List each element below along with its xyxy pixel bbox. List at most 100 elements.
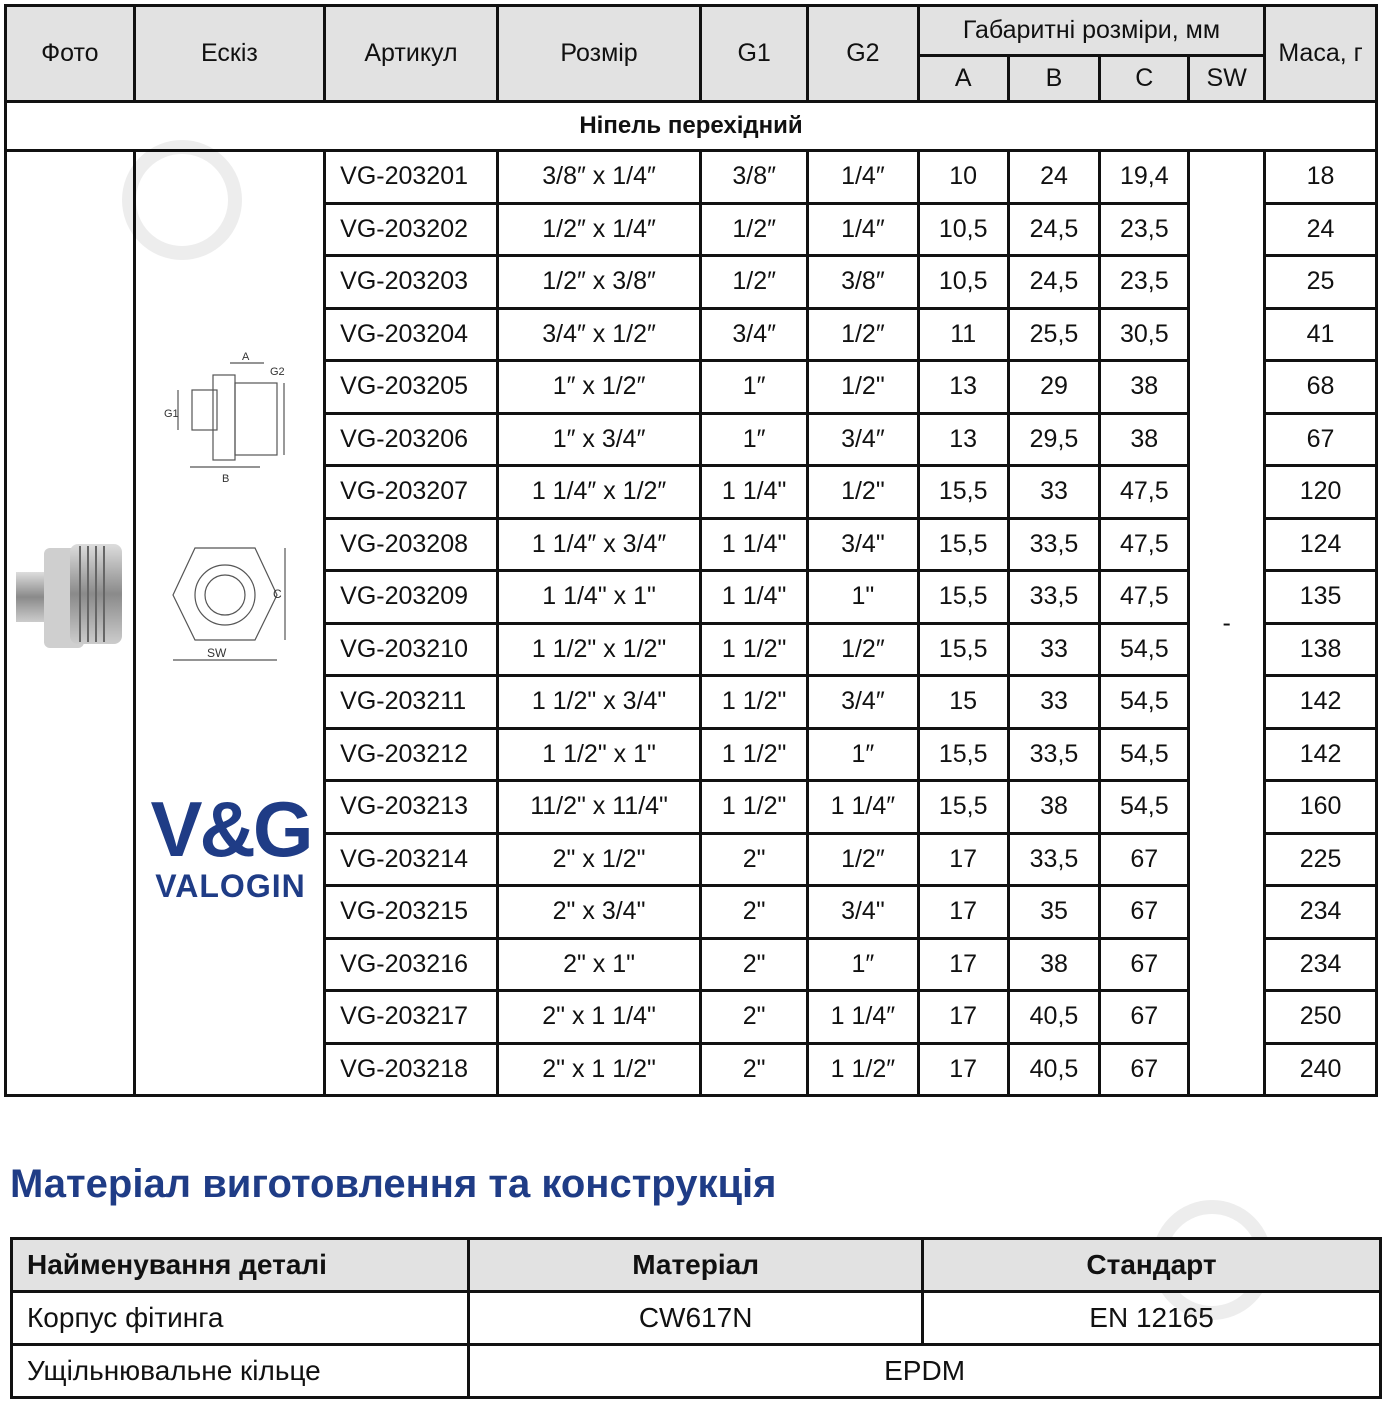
spec-table: Фото Ескіз Артикул Розмір G1 G2 Габаритн… <box>4 4 1378 1097</box>
size-cell: 1/2″ x 1/4″ <box>495 201 703 257</box>
table-row: VG-203217 2" x 1 1/4" 2" 1 1/4″ 17 40,5 67 250 <box>6 989 1378 1045</box>
product-photo <box>16 544 122 648</box>
dim-b-cell: 33,5 <box>1006 569 1102 625</box>
dim-b-cell: 29 <box>1006 359 1102 415</box>
article-cell: VG-203214 <box>323 831 499 887</box>
size-cell: 2" x 1 1/4" <box>495 989 703 1045</box>
dim-b-cell: 38 <box>1006 779 1102 835</box>
size-cell: 1 1/2" x 3/4" <box>495 674 703 730</box>
article-cell: VG-203201 <box>323 149 499 205</box>
material-table: Найменування деталі Матеріал Стандарт Ко… <box>9 1237 1382 1399</box>
article-cell: VG-203206 <box>323 411 499 467</box>
header-g2: G2 <box>806 4 920 103</box>
material-header-material: Матеріал <box>467 1237 925 1293</box>
mass-cell: 234 <box>1263 936 1378 992</box>
g2-cell: 3/4" <box>806 884 920 940</box>
article-cell: VG-203209 <box>323 569 499 625</box>
article-cell: VG-203212 <box>323 726 499 782</box>
size-cell: 1/2″ x 3/8″ <box>495 254 703 310</box>
article-cell: VG-203204 <box>323 306 499 362</box>
g1-cell: 1/2″ <box>699 201 810 257</box>
material-value: EPDM <box>467 1343 1382 1399</box>
dim-c-cell: 23,5 <box>1098 201 1191 257</box>
article-cell: VG-203207 <box>323 464 499 520</box>
g2-cell: 1/2" <box>806 464 920 520</box>
header-g1: G1 <box>699 4 810 103</box>
mass-cell: 67 <box>1263 411 1378 467</box>
header-b: B <box>1006 54 1102 103</box>
dim-c-cell: 54,5 <box>1098 779 1191 835</box>
standard-value: EN 12165 <box>921 1290 1382 1346</box>
table-row: VG-203206 1″ x 3/4″ 1″ 3/4″ 13 29,5 38 67 <box>6 411 1378 467</box>
watermark-icon <box>122 140 242 260</box>
mass-cell: 135 <box>1263 569 1378 625</box>
g2-cell: 3/8″ <box>806 254 920 310</box>
dim-b-cell: 24 <box>1006 149 1102 205</box>
mass-cell: 18 <box>1263 149 1378 205</box>
dim-c-cell: 47,5 <box>1098 516 1191 572</box>
table-row: VG-203203 1/2″ x 3/8″ 1/2″ 3/8″ 10,5 24,5 23,5… <box>6 254 1378 310</box>
mass-cell: 225 <box>1263 831 1378 887</box>
material-header-standard: Стандарт <box>921 1237 1382 1293</box>
table-row: VG-203218 2" x 1 1/2" 2" 1 1/2″ 17 40,5 67 240 <box>6 1041 1378 1097</box>
header-a: A <box>916 54 1010 103</box>
header-sw: SW <box>1187 54 1267 103</box>
dim-a-cell: 13 <box>916 411 1010 467</box>
header-c: C <box>1098 54 1191 103</box>
g1-cell: 2" <box>699 884 810 940</box>
material-value: CW617N <box>467 1290 925 1346</box>
g1-cell: 3/8″ <box>699 149 810 205</box>
dim-a-cell: 15 <box>916 674 1010 730</box>
g2-cell: 1/4″ <box>806 149 920 205</box>
dim-a-cell: 10,5 <box>916 201 1010 257</box>
dim-c-cell: 47,5 <box>1098 464 1191 520</box>
size-cell: 1 1/2" x 1/2" <box>495 621 703 677</box>
table-row: VG-203202 1/2″ x 1/4″ 1/2″ 1/4″ 10,5 24,5 23,5… <box>6 201 1378 257</box>
table-row: VG-203205 1″ x 1/2″ 1″ 1/2" 13 29 38 68 <box>6 359 1378 415</box>
mass-cell: 68 <box>1263 359 1378 415</box>
dim-c-cell: 54,5 <box>1098 726 1191 782</box>
mass-cell: 250 <box>1263 989 1378 1045</box>
dim-a-cell: 17 <box>916 831 1010 887</box>
mass-cell: 25 <box>1263 254 1378 310</box>
size-cell: 1 1/2" x 1" <box>495 726 703 782</box>
dim-a-cell: 15,5 <box>916 779 1010 835</box>
article-cell: VG-203215 <box>323 884 499 940</box>
dim-b-cell: 40,5 <box>1006 1041 1102 1097</box>
dim-b-cell: 33,5 <box>1006 726 1102 782</box>
g2-cell: 1/4″ <box>806 201 920 257</box>
g2-cell: 1″ <box>806 726 920 782</box>
sketch-front-view: SW C <box>172 547 286 661</box>
article-cell: VG-203205 <box>323 359 499 415</box>
dim-a-cell: 15,5 <box>916 569 1010 625</box>
table-row: VG-203213 11/2" x 11/4" 1 1/2" 1 1/4″ 15,5 38… <box>6 779 1378 835</box>
section-title: Ніпель перехідний <box>4 100 1378 152</box>
size-cell: 1″ x 1/2″ <box>495 359 703 415</box>
dim-a-cell: 17 <box>916 936 1010 992</box>
g1-cell: 1 1/2" <box>699 621 810 677</box>
article-cell: VG-203211 <box>323 674 499 730</box>
sketch-label-c: C <box>273 587 282 601</box>
dim-b-cell: 33 <box>1006 464 1102 520</box>
dim-c-cell: 54,5 <box>1098 621 1191 677</box>
size-cell: 3/8″ x 1/4″ <box>495 149 703 205</box>
table-row: VG-203201 3/8″ x 1/4″ 3/8″ 1/4″ 10 24 19,4-18 <box>4 149 1378 1097</box>
brand-logo: V&G VALOGIN <box>148 790 313 905</box>
table-row: VG-203204 3/4″ x 1/2″ 3/4″ 1/2″ 11 25,5 30,5 41 <box>6 306 1378 362</box>
header-mass: Маса, г <box>1263 4 1378 103</box>
header-dims: Габаритні розміри, мм <box>916 4 1267 57</box>
mass-cell: 124 <box>1263 516 1378 572</box>
g2-cell: 1/2″ <box>806 306 920 362</box>
material-title: Матеріал виготовлення та конструкція <box>10 1162 777 1206</box>
material-header-part: Найменування деталі <box>9 1237 471 1293</box>
dim-a-cell: 13 <box>916 359 1010 415</box>
dim-a-cell: 11 <box>916 306 1010 362</box>
sw-cell: - <box>1187 149 1267 1097</box>
size-cell: 2" x 1" <box>495 936 703 992</box>
g1-cell: 1/2″ <box>699 254 810 310</box>
mass-cell: 24 <box>1263 201 1378 257</box>
dim-c-cell: 67 <box>1098 989 1191 1045</box>
dim-c-cell: 38 <box>1098 359 1191 415</box>
dim-c-cell: 23,5 <box>1098 254 1191 310</box>
size-cell: 2" x 1 1/2" <box>495 1041 703 1097</box>
